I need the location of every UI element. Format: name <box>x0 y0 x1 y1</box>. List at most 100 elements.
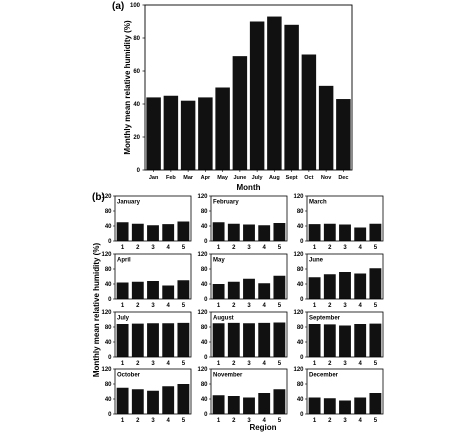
y-tick-label-november: 40 <box>201 397 208 403</box>
x-tick-label-may: 5 <box>278 303 282 309</box>
bar-april-region-3 <box>147 281 159 299</box>
y-tick-label-august: 40 <box>201 340 208 346</box>
bar-december-region-1 <box>308 397 321 414</box>
x-tick-label-august: 2 <box>232 361 236 367</box>
bar-march-region-1 <box>308 224 321 241</box>
y-tick-label-january: 80 <box>105 209 112 215</box>
bar-november-region-4 <box>258 393 271 414</box>
y-axis-title-a: Monthly mean relative humidity (%) <box>123 20 132 155</box>
bar-march-region-2 <box>323 223 336 241</box>
month-title-april: April <box>117 258 131 264</box>
bar-june-region-1 <box>308 277 321 299</box>
x-tick-label-nov: Nov <box>321 175 332 181</box>
bar-june-region-5 <box>369 268 382 299</box>
bar-august-region-2 <box>227 322 240 357</box>
y-tick-label-march: 40 <box>297 224 304 230</box>
x-tick-label-september: 5 <box>374 361 378 367</box>
y-tick-label-may: 120 <box>197 252 208 258</box>
bar-oct <box>301 54 317 170</box>
bar-july <box>249 21 265 170</box>
bar-may <box>215 87 230 170</box>
y-tick-label-august: 80 <box>201 325 208 331</box>
y-tick-label-a: 40 <box>133 102 140 108</box>
bar-september-region-4 <box>354 324 367 357</box>
plot-frame-november <box>210 368 288 415</box>
bar-april-region-1 <box>116 282 129 299</box>
bar-february-region-2 <box>227 223 240 241</box>
plot-frame-january <box>114 195 192 242</box>
bar-dec <box>336 99 351 170</box>
x-tick-label-mar: Mar <box>183 175 194 181</box>
plot-frame-august <box>210 311 288 358</box>
month-title-january: January <box>117 200 141 206</box>
bar-august-region-3 <box>243 323 255 357</box>
x-tick-label-feb: Feb <box>166 175 176 181</box>
y-tick-label-september: 40 <box>297 340 304 346</box>
month-title-may: May <box>213 258 225 264</box>
x-tick-label-may: 2 <box>232 303 236 309</box>
bar-november-region-5 <box>273 389 286 414</box>
x-tick-label-june: 3 <box>343 303 347 309</box>
bar-june-region-2 <box>323 274 336 299</box>
month-title-october: October <box>117 373 141 379</box>
bar-july-region-3 <box>147 323 159 357</box>
y-tick-label-october: 120 <box>101 367 112 373</box>
month-title-june: June <box>309 258 324 264</box>
bar-mar <box>180 100 196 170</box>
y-tick-label-may: 80 <box>201 267 208 273</box>
x-tick-label-april: 4 <box>167 303 171 309</box>
bar-january-region-2 <box>131 223 144 241</box>
bar-september-region-1 <box>308 324 321 357</box>
bar-may-region-1 <box>212 284 225 299</box>
x-tick-label-february: 2 <box>232 245 236 251</box>
plot-frame-april <box>114 253 192 300</box>
x-axis-title-b: Region <box>249 423 276 432</box>
bar-july-region-5 <box>177 322 190 357</box>
month-title-february: February <box>213 200 239 206</box>
bar-february-region-3 <box>243 224 255 241</box>
bar-october-region-4 <box>162 386 175 414</box>
x-tick-label-november: 1 <box>217 418 221 424</box>
y-tick-label-may: 0 <box>204 297 208 303</box>
x-tick-label-january: 1 <box>121 245 125 251</box>
x-tick-label-december: 4 <box>359 418 363 424</box>
y-tick-label-november: 120 <box>197 367 208 373</box>
panel-label-b: (b) <box>92 192 105 203</box>
bar-december-region-5 <box>369 393 382 414</box>
y-tick-label-september: 120 <box>293 310 304 316</box>
x-tick-label-november: 5 <box>278 418 282 424</box>
x-tick-label-august: 1 <box>217 361 221 367</box>
bar-august-region-1 <box>212 323 225 357</box>
bar-aug <box>267 16 282 170</box>
y-tick-label-february: 40 <box>201 224 208 230</box>
x-tick-label-september: 4 <box>359 361 363 367</box>
x-tick-label-january: 5 <box>182 245 186 251</box>
plot-frame-may <box>210 253 288 300</box>
y-tick-label-june: 120 <box>293 252 304 258</box>
x-tick-label-june: 2 <box>328 303 332 309</box>
y-tick-label-april: 40 <box>105 282 112 288</box>
bar-nov <box>318 85 334 170</box>
bar-april-region-2 <box>131 281 144 299</box>
month-title-august: August <box>213 316 234 322</box>
x-tick-label-may: 4 <box>263 303 267 309</box>
y-tick-label-october: 40 <box>105 397 112 403</box>
y-tick-label-february: 80 <box>201 209 208 215</box>
bar-february-region-4 <box>258 225 271 241</box>
x-tick-label-april: 5 <box>182 303 186 309</box>
y-tick-label-july: 120 <box>101 310 112 316</box>
bar-march-region-4 <box>354 227 367 241</box>
plot-frame-a <box>144 4 353 171</box>
plot-frame-september <box>306 311 384 358</box>
bar-may-region-5 <box>273 275 286 299</box>
bar-sept <box>284 24 299 170</box>
y-tick-label-march: 0 <box>300 239 304 245</box>
y-tick-label-september: 80 <box>297 325 304 331</box>
x-tick-label-may: 1 <box>217 303 221 309</box>
bar-june-region-4 <box>354 273 367 299</box>
x-tick-label-sept: Sept <box>286 175 298 181</box>
bar-november-region-2 <box>227 396 240 414</box>
bar-september-region-2 <box>323 324 336 357</box>
y-tick-label-january: 40 <box>105 224 112 230</box>
